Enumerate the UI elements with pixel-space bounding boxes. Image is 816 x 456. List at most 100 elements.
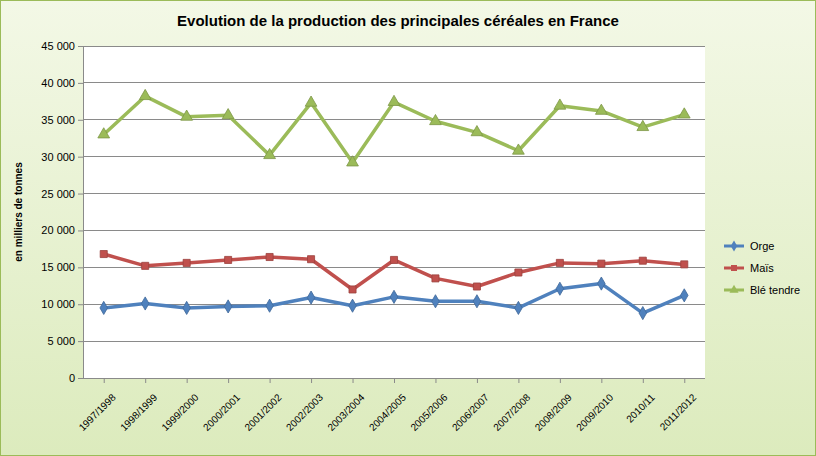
x-tick: 2008/2009 [533,378,575,433]
marker [264,148,276,158]
x-tick-mark [353,378,354,383]
x-axis: 1997/19981998/19991999/20002000/20012001… [77,378,705,433]
marker [681,261,688,268]
marker [388,95,400,105]
grid-line [83,82,705,83]
series [100,277,688,320]
marker [639,306,647,319]
grid-line [83,156,705,157]
x-tick: 1997/1998 [77,378,119,433]
marker [305,96,317,106]
legend-label: Maïs [750,262,774,274]
y-tick-mark [78,157,83,158]
marker [139,89,151,99]
x-tick-label: 1997/1998 [77,391,119,433]
marker [141,297,149,310]
grid [83,46,705,378]
marker [390,256,397,263]
marker [598,277,606,290]
x-tick-label: 2008/2009 [533,391,575,433]
y-tick: 15 000 [41,261,83,273]
y-axis: 05 00010 00015 00020 00025 00030 00035 0… [41,40,83,384]
x-tick-mark [311,378,312,383]
x-tick-label: 2010/11 [624,391,657,424]
x-tick: 1998/1999 [118,378,160,433]
legend-marker [731,265,737,271]
y-tick-label: 45 000 [41,40,75,52]
x-tick-mark [684,378,685,383]
legend-label: Blé tendre [750,284,800,296]
grid-line [83,230,705,231]
marker [680,289,688,302]
legend-marker [731,240,737,251]
y-tick-label: 40 000 [41,77,75,89]
marker [556,282,564,295]
legend-item: Maïs [724,262,774,274]
x-tick-label: 2007/2008 [491,391,533,433]
marker [181,110,193,120]
x-tick: 2000/2001 [201,378,243,433]
x-tick-mark [518,378,519,383]
x-tick: 2007/2008 [491,378,533,433]
marker [432,275,439,282]
marker [308,256,315,263]
marker [390,290,398,303]
y-tick-mark [78,341,83,342]
x-tick-label: 2004/2005 [367,391,409,433]
x-tick: 2001/2002 [242,378,284,433]
x-tick-mark [145,378,146,383]
marker [222,109,234,119]
background [1,1,816,456]
y-tick-label: 20 000 [41,224,75,236]
grid-line [83,46,705,47]
x-tick-mark [228,378,229,383]
x-tick-mark [187,378,188,383]
marker [639,257,646,264]
chart: 05 00010 00015 00020 00025 00030 00035 0… [0,0,816,456]
x-tick-label: 1998/1999 [118,391,160,433]
plot-area [83,46,705,378]
marker [100,301,108,314]
y-tick-label: 5 000 [47,335,75,347]
x-tick-mark [270,378,271,383]
y-tick: 40 000 [41,77,83,89]
series-line [104,96,685,162]
x-tick: 2003/2004 [325,378,367,433]
x-tick-mark [601,378,602,383]
marker [637,120,649,130]
marker [432,295,440,308]
y-tick-mark [78,83,83,84]
marker [225,256,232,263]
marker [471,126,483,136]
y-tick-mark [78,304,83,305]
y-tick: 45 000 [41,40,83,52]
y-tick: 35 000 [41,114,83,126]
y-axis-line [78,47,84,379]
plot [98,89,690,319]
y-tick-label: 25 000 [41,188,75,200]
x-tick: 2002/2003 [284,378,326,433]
y-tick-label: 35 000 [41,114,75,126]
marker [266,299,274,312]
y-tick: 5 000 [47,335,83,347]
marker [100,251,107,258]
y-tick: 20 000 [41,224,83,236]
marker [183,301,191,314]
x-tick-mark [435,378,436,383]
x-tick-label: 2002/2003 [284,391,326,433]
marker [183,259,190,266]
y-tick-label: 15 000 [41,261,75,273]
y-tick: 30 000 [41,151,83,163]
legend-item: Orge [724,240,774,252]
x-tick-mark [560,378,561,383]
marker [224,300,232,313]
x-tick-label: 1999/2000 [160,391,202,433]
series [98,89,690,166]
x-tick: 2010/11 [624,378,657,425]
marker [556,259,563,266]
marker [473,295,481,308]
y-tick-mark [78,194,83,195]
y-tick: 25 000 [41,188,83,200]
x-tick: 2006/2007 [450,378,492,433]
x-tick: 1999/2000 [160,378,202,433]
